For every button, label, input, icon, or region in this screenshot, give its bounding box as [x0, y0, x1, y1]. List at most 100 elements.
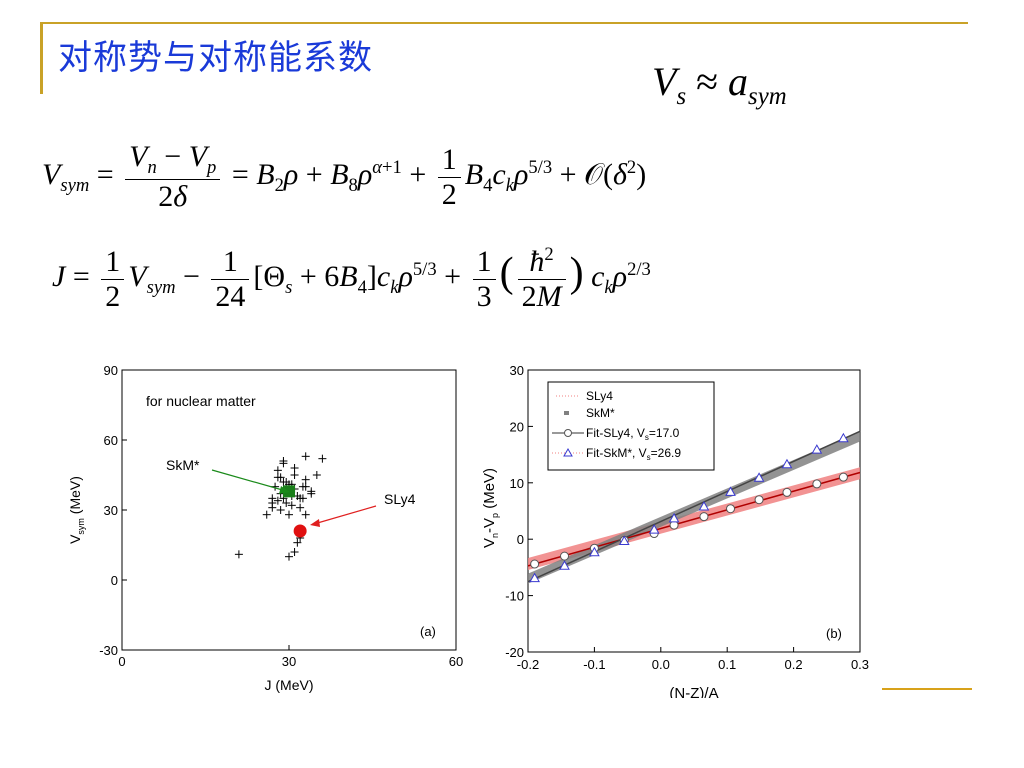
fit-skm-point: [781, 458, 793, 469]
title-accent-bar: [40, 22, 43, 94]
fit-line: [527, 471, 861, 567]
label-skm: SkM*: [166, 457, 200, 473]
scatter-point-cross: [293, 538, 302, 547]
bottom-accent-line: [882, 688, 972, 690]
scatter-point-cross: [282, 499, 291, 507]
fit-skm-point: [811, 444, 823, 454]
x-tick-label-a: 60: [449, 654, 463, 669]
legend-frame: [547, 381, 715, 471]
scatter-point-cross: [307, 489, 316, 498]
scatter-point-cross: [301, 452, 310, 461]
fit-line: [527, 430, 861, 583]
fit-sly4-point: [812, 479, 822, 489]
y-tick-label-b: 20: [510, 419, 524, 434]
fit-skm-point: [589, 546, 600, 557]
fit-skm-point: [753, 472, 765, 482]
x-tick-label-b: 0.3: [851, 657, 869, 672]
panel-label-a: (a): [420, 624, 436, 639]
fit-skm-point: [698, 501, 710, 511]
scatter-point-cross: [301, 482, 310, 491]
arrow-sly4: [313, 505, 377, 525]
fit-sly4-point: [838, 472, 848, 482]
scatter-point-cross: [268, 494, 277, 503]
scatter-point-cross: [296, 494, 305, 503]
y-tick-label-b: 10: [510, 476, 524, 491]
legend-label-sly4: SLy4: [586, 389, 613, 403]
y-tick-label-b: 0: [517, 532, 524, 547]
arrow-skm: [211, 469, 287, 492]
scatter-point-cross: [285, 510, 293, 519]
scatter-point-cross: [234, 550, 243, 559]
y-tick-label-b: 30: [510, 363, 524, 378]
fit-sly4-point: [699, 512, 709, 522]
scatter-point-cross: [290, 464, 299, 472]
x-tick-label-a: 30: [282, 654, 296, 669]
scatter-point-cross: [273, 466, 282, 475]
fit-skm-point: [725, 486, 736, 496]
y-tick-label-a: 0: [111, 573, 118, 588]
scatter-point-cross: [290, 548, 299, 556]
legend-label-skm: SkM*: [586, 406, 615, 420]
y-tick-label-a: 30: [104, 503, 118, 518]
legend-marker-fit-sly4: [564, 429, 572, 437]
y-tick-label-b: -10: [505, 589, 524, 604]
point-sly4: [293, 524, 307, 538]
scatter-point-cross: [273, 496, 282, 505]
scatter-point-cross: [285, 552, 293, 561]
scatter-point-cross: [287, 501, 296, 510]
fit-sly4-point: [782, 487, 792, 497]
legend-marker-fit-skm: [563, 447, 573, 457]
equation-vsym: Vsym = Vn − Vp 2δ = B2ρ + B8ρα+1 + 1 2 B4ck…: [42, 140, 647, 213]
scatter-point-cross: [276, 473, 285, 482]
chart-a: (a) for nuclear matter J (MeV) Vsym (MeV…: [67, 363, 463, 693]
x-tick-label-b: 0.1: [718, 657, 736, 672]
fit-skm-point: [648, 524, 660, 534]
arrow-head-skm: [279, 486, 290, 494]
scatter-point-cross: [279, 478, 288, 486]
equation-j: J = 1 2 Vsym − 1 24 [Θs + 6B4]ckρ5/3 + 1 3(ħ2…: [52, 244, 651, 313]
legend-label-fit-sly4: Fit-SLy4, Vs=17.0: [586, 426, 680, 442]
legend-label-fit-skm: Fit-SkM*, Vs=26.9: [586, 446, 681, 462]
slide-title: 对称势与对称能系数: [58, 38, 373, 78]
scatter-point-cross: [268, 503, 277, 512]
fit-skm-point: [838, 432, 849, 443]
label-sly4: SLy4: [384, 491, 416, 507]
fit-skm-point: [529, 572, 540, 583]
scatter-point-cross: [262, 510, 271, 519]
legend-swatch-skm: [564, 411, 569, 415]
scatter-point-cross: [296, 503, 305, 512]
scatter-point-cross: [301, 510, 310, 519]
y-tick-label-a: 90: [104, 363, 118, 378]
x-tick-label-b: 0.0: [652, 657, 670, 672]
equation-vs-approx: Vs ≈ asym: [652, 59, 787, 110]
fit-sly4-point: [530, 559, 540, 569]
title-accent-line: [40, 22, 968, 24]
chart-b: (b) (N-Z)/A Vn-Vp (MeV) -0.2 -0.1 0.0 0.1 0.…: [481, 363, 869, 698]
arrow-head-sly4: [310, 519, 320, 527]
fit-sly4-point: [726, 504, 736, 514]
scatter-point-cross: [276, 506, 285, 514]
scatter-point-cross: [318, 454, 327, 463]
y-tick-label-a: -30: [99, 643, 118, 658]
x-tick-label-b: 0.2: [785, 657, 803, 672]
scatter-point-cross: [301, 475, 310, 484]
x-axis-label-b: (N-Z)/A: [669, 685, 718, 698]
x-tick-label-b: -0.1: [583, 657, 605, 672]
y-tick-label-b: -20: [505, 645, 524, 660]
scatter-point-cross: [312, 471, 321, 479]
y-axis-label-a: Vsym (MeV): [67, 476, 86, 544]
panel-label-b: (b): [826, 626, 842, 641]
scatter-point-cross: [290, 471, 299, 479]
x-tick-label-a: 0: [118, 654, 125, 669]
plot-frame-b: [527, 369, 861, 653]
x-axis-label-a: J (MeV): [265, 677, 314, 693]
fit-skm-point: [668, 512, 680, 523]
plot-frame-a: [121, 369, 457, 651]
y-tick-label-a: 60: [104, 433, 118, 448]
y-axis-label-b: Vn-Vp (MeV): [481, 468, 500, 548]
legend-b: SLy4 SkM* Fit-SLy4, Vs=17.0 Fit-SkM*, Vs…: [547, 381, 715, 471]
fit-sly4-point: [560, 551, 570, 561]
x-tick-label-b: -0.2: [517, 657, 539, 672]
fit-sly4-point: [754, 495, 764, 505]
annotation-nuclear-matter: for nuclear matter: [146, 393, 256, 409]
